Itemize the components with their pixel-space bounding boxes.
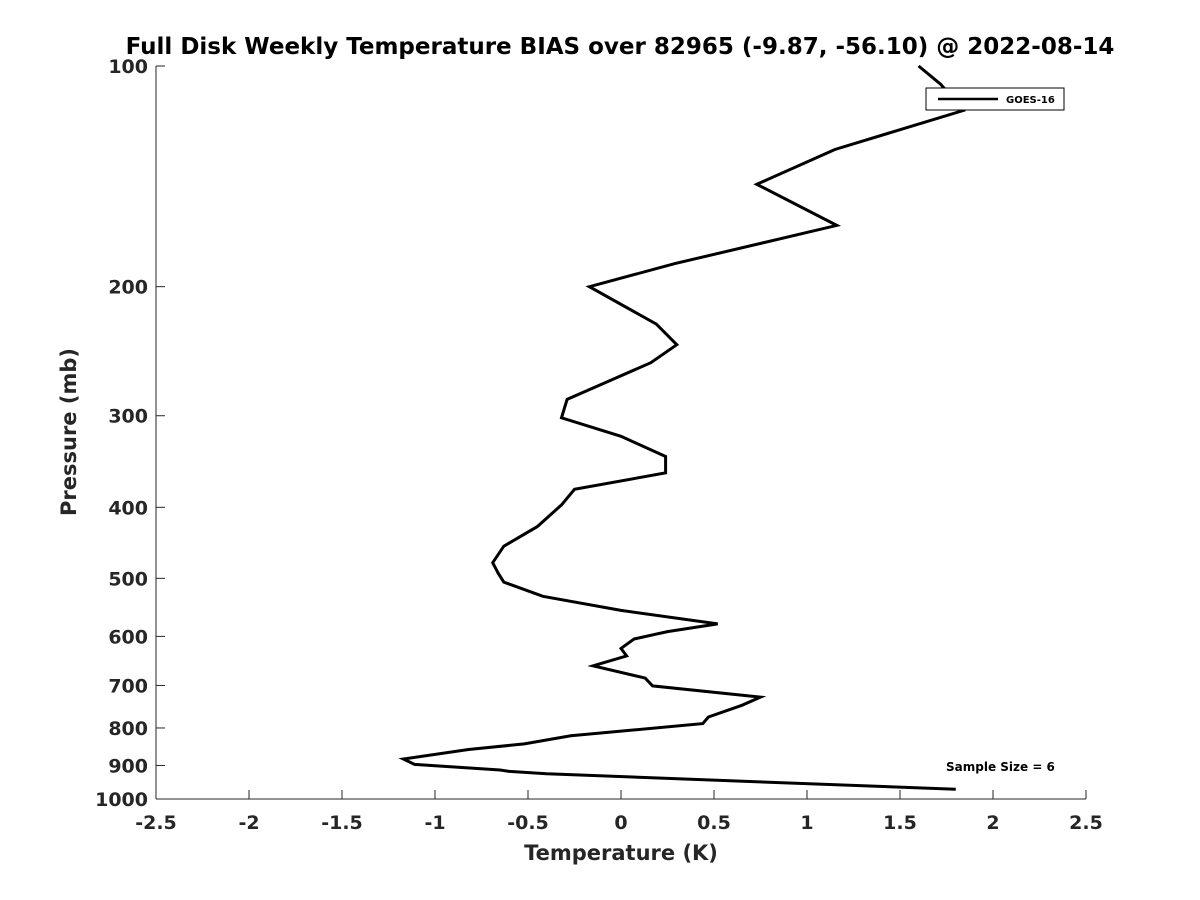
y-tick-label: 300 bbox=[108, 406, 148, 428]
x-tick-label: -2.5 bbox=[135, 812, 177, 834]
y-tick-label: 800 bbox=[108, 718, 148, 740]
y-tick-label: 200 bbox=[108, 277, 148, 299]
series-line-goes-16 bbox=[398, 64, 966, 791]
x-tick-label: -1 bbox=[424, 812, 445, 834]
y-tick-label: 500 bbox=[108, 568, 148, 590]
y-tick-label: 100 bbox=[108, 56, 148, 78]
x-tick-label: 1 bbox=[800, 812, 813, 834]
x-tick-label: -0.5 bbox=[507, 812, 549, 834]
y-tick-label: 900 bbox=[108, 755, 148, 777]
y-tick-label: 700 bbox=[108, 675, 148, 697]
x-tick-label: 0 bbox=[614, 812, 627, 834]
x-tick-label: 2 bbox=[986, 812, 999, 834]
y-ticks: 100 200 300 400 500 600 700 800 900 1000 bbox=[95, 56, 165, 811]
x-tick-label: -2 bbox=[238, 812, 259, 834]
series-layer bbox=[398, 64, 966, 791]
x-tick-label: -1.5 bbox=[321, 812, 363, 834]
legend-label-goes-16: GOES-16 bbox=[1006, 95, 1055, 106]
y-tick-label: 400 bbox=[108, 497, 148, 519]
x-axis-label: Temperature (K) bbox=[524, 841, 718, 865]
x-ticks: -2.5 -2 -1.5 -1 -0.5 0 0.5 1 1.5 2 2.5 bbox=[135, 790, 1103, 834]
chart-title: Full Disk Weekly Temperature BIAS over 8… bbox=[126, 34, 1115, 60]
y-tick-label: 600 bbox=[108, 626, 148, 648]
x-tick-label: 1.5 bbox=[883, 812, 917, 834]
legend: GOES-16 bbox=[925, 87, 1065, 111]
y-tick-label: 1000 bbox=[95, 789, 148, 811]
x-tick-label: 0.5 bbox=[697, 812, 731, 834]
x-tick-label: 2.5 bbox=[1069, 812, 1103, 834]
y-axis-label: Pressure (mb) bbox=[57, 348, 81, 516]
sample-size-annotation: Sample Size = 6 bbox=[946, 760, 1055, 774]
plot-area bbox=[155, 66, 1086, 800]
